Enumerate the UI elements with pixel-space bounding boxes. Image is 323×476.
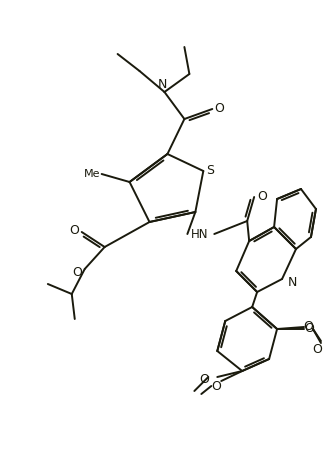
Text: N: N	[158, 77, 167, 90]
Text: HN: HN	[191, 228, 208, 241]
Text: S: S	[206, 164, 214, 177]
Text: O: O	[312, 343, 322, 356]
Text: O: O	[69, 224, 79, 237]
Text: O: O	[304, 322, 314, 335]
Text: O: O	[72, 265, 82, 278]
Text: N: N	[287, 275, 297, 288]
Text: O: O	[199, 373, 209, 386]
Text: Me: Me	[83, 169, 100, 178]
Text: O: O	[211, 380, 221, 393]
Text: O: O	[214, 101, 224, 114]
Text: O: O	[257, 189, 267, 202]
Text: O: O	[303, 319, 313, 332]
